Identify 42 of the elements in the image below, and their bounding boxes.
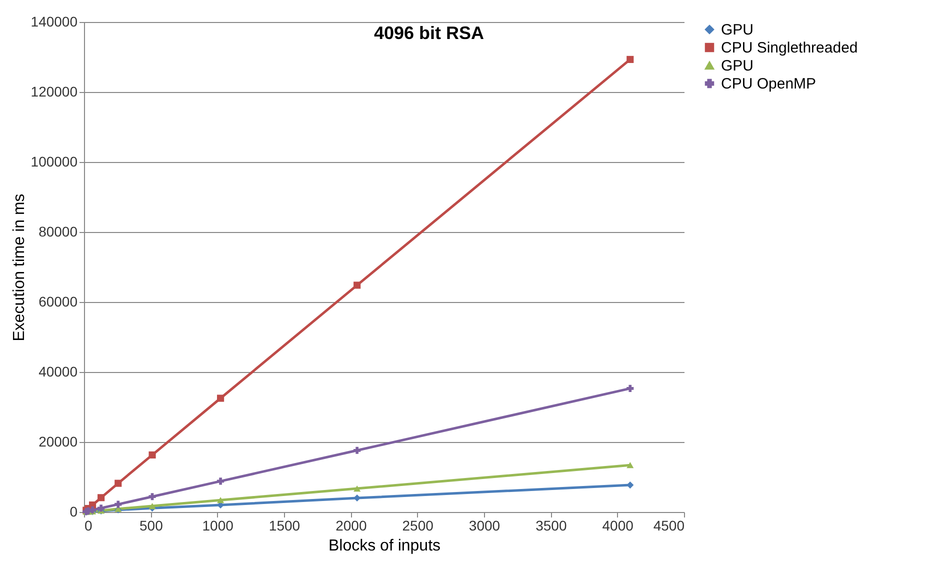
x-tick-label: 0 (84, 518, 92, 534)
y-tick-label: 40000 (38, 364, 78, 380)
legend-label: CPU Singlethreaded (721, 40, 858, 56)
y-axis-title: Execution time in ms (10, 194, 28, 342)
x-tick-label: 1500 (268, 518, 300, 534)
legend-label: GPU (721, 22, 754, 38)
point (626, 384, 634, 392)
y-tick-label: 120000 (30, 84, 78, 100)
x-tick-label: 500 (139, 518, 164, 534)
y-tick-label: 100000 (30, 154, 78, 170)
point (626, 482, 634, 489)
legend-label: CPU OpenMP (721, 76, 816, 92)
y-tick-label: 0 (70, 504, 78, 520)
y-tick-label: 80000 (38, 224, 78, 240)
point (626, 56, 634, 63)
x-tick-label: 3000 (468, 518, 500, 534)
x-tick-label: 2500 (402, 518, 434, 534)
y-tick-label: 20000 (38, 434, 78, 450)
point (216, 394, 224, 402)
y-tick-label: 140000 (30, 14, 78, 30)
point (354, 446, 361, 454)
point (354, 485, 361, 492)
x-tick-label: 4500 (653, 518, 685, 534)
x-axis-title: Blocks of inputs (328, 538, 441, 554)
y-tick-label: 60000 (38, 294, 78, 310)
point (354, 282, 361, 289)
point (148, 451, 156, 458)
legend-label: GPU (721, 58, 754, 74)
x-tick-label: 2000 (336, 518, 367, 534)
point (98, 494, 105, 502)
x-tick-label: 4000 (602, 518, 634, 534)
x-tick-label: 3500 (536, 518, 567, 534)
point (216, 478, 224, 485)
point (216, 497, 224, 504)
point (98, 504, 105, 512)
point (114, 480, 122, 487)
point (148, 502, 156, 510)
chart-title: 4096 bit RSA (374, 23, 484, 43)
point (626, 462, 634, 468)
x-tick-label: 1000 (202, 518, 234, 534)
point (114, 500, 122, 508)
point (148, 493, 156, 500)
